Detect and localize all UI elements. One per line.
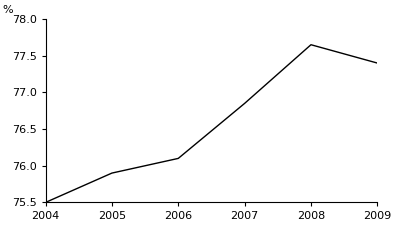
Text: %: % <box>2 5 13 15</box>
